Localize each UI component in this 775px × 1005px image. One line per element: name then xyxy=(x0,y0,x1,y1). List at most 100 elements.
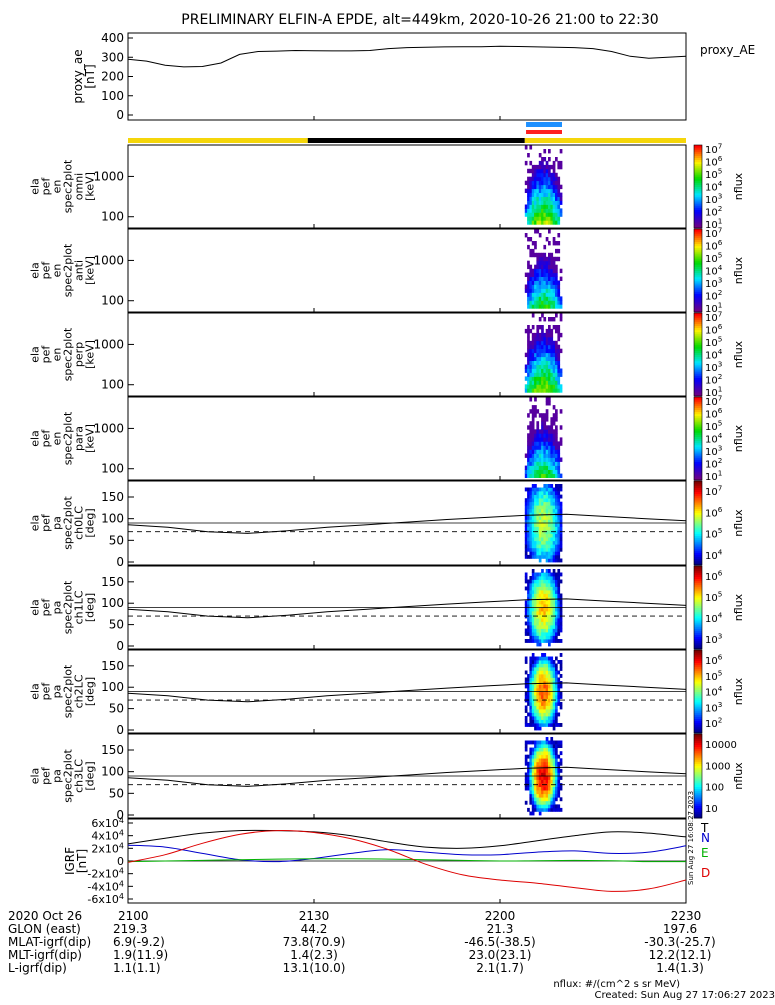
heatmap-cell xyxy=(550,586,554,591)
heatmap-cell xyxy=(531,635,535,640)
heatmap-cell xyxy=(545,804,549,809)
heatmap-cell xyxy=(543,192,547,197)
heatmap-cell xyxy=(531,772,535,777)
y-axis-label-line: ch0LC xyxy=(72,506,85,540)
colorbar-band xyxy=(694,233,702,236)
heatmap-cell xyxy=(541,691,544,696)
colorbar-band xyxy=(694,586,702,590)
heatmap-cell xyxy=(531,176,535,182)
heatmap-cell xyxy=(550,716,554,720)
colorbar-band xyxy=(694,151,702,154)
colorbar-band xyxy=(694,516,702,520)
heatmap-cell xyxy=(543,360,547,365)
heatmap-cell xyxy=(538,413,542,418)
heatmap-cell xyxy=(524,800,528,805)
heatmap-cell xyxy=(531,469,535,474)
heatmap-cell xyxy=(529,611,533,615)
heatmap-cell xyxy=(555,429,558,434)
heatmap-cell xyxy=(545,754,549,759)
y-tick-label: 6x104 xyxy=(91,816,124,830)
heatmap-cell xyxy=(531,465,535,470)
heatmap-cell xyxy=(543,433,547,438)
heatmap-cell xyxy=(552,164,556,170)
colorbar-tick-label: 105 xyxy=(705,526,722,541)
heatmap-cell xyxy=(536,172,540,178)
heatmap-cell xyxy=(538,457,542,462)
heatmap-cell xyxy=(527,677,530,682)
colorbar-band xyxy=(694,469,702,473)
heatmap-cell xyxy=(543,551,547,556)
heatmap-cell xyxy=(548,445,551,450)
heatmap-cell xyxy=(559,674,563,678)
colorbar-band xyxy=(694,613,702,617)
heatmap-cell xyxy=(555,632,558,636)
heatmap-cell xyxy=(548,674,551,678)
heatmap-cell xyxy=(557,372,561,377)
heatmap-cell xyxy=(552,300,556,305)
colorbar-band xyxy=(694,748,702,752)
heatmap-cell xyxy=(531,487,535,492)
heatmap-cell xyxy=(538,579,542,584)
heatmap-cell xyxy=(550,180,554,186)
colorbar-band xyxy=(694,552,702,555)
heatmap-cell xyxy=(534,409,537,414)
heatmap-cell xyxy=(536,747,540,752)
heatmap-cell xyxy=(548,487,551,492)
heatmap-cell xyxy=(559,192,563,197)
heatmap-cell xyxy=(534,384,537,389)
heatmap-cell xyxy=(550,433,554,438)
heatmap-cell xyxy=(559,149,563,154)
heatmap-cell xyxy=(534,505,537,510)
heatmap-cell xyxy=(538,642,542,647)
colorbar-band xyxy=(694,446,702,450)
heatmap-cell xyxy=(550,758,554,763)
colorbar-band xyxy=(694,335,702,339)
heatmap-cell xyxy=(559,572,563,577)
heatmap-cell xyxy=(548,336,551,342)
heatmap-cell xyxy=(541,184,544,190)
heatmap-cell xyxy=(548,712,551,717)
colorbar-band xyxy=(694,773,702,777)
heatmap-cell xyxy=(545,192,549,197)
heatmap-cell xyxy=(538,453,542,458)
heatmap-cell xyxy=(548,593,551,598)
heatmap-cell xyxy=(538,547,542,552)
colorbar-band xyxy=(694,485,702,488)
heatmap-cell xyxy=(559,768,563,773)
heatmap-cell xyxy=(524,761,528,766)
heatmap-cell xyxy=(559,604,563,608)
colorbar-band xyxy=(694,260,702,263)
heatmap-cell xyxy=(531,691,535,696)
heatmap-cell xyxy=(550,208,554,213)
heatmap-cell xyxy=(545,372,549,377)
heatmap-cell xyxy=(534,453,537,458)
heatmap-cell xyxy=(524,709,528,713)
heatmap-cell xyxy=(548,519,551,524)
heatmap-cell xyxy=(534,332,537,338)
heatmap-cell xyxy=(550,607,554,612)
heatmap-cell xyxy=(543,372,547,377)
heatmap-cell xyxy=(531,241,535,246)
heatmap-cell xyxy=(548,656,551,661)
heatmap-cell xyxy=(557,216,561,221)
heatmap-cell xyxy=(527,776,530,780)
heatmap-cell xyxy=(548,364,551,369)
heatmap-cell xyxy=(536,494,540,499)
colorbar-band xyxy=(694,409,702,412)
heatmap-cell xyxy=(536,364,540,369)
heatmap-cell xyxy=(531,723,535,727)
heatmap-cell xyxy=(545,572,549,577)
heatmap-cell xyxy=(545,441,549,446)
y-axis-label-line: pef xyxy=(39,598,52,617)
heatmap-cell xyxy=(552,437,556,442)
heatmap-cell xyxy=(550,526,554,531)
heatmap-cell xyxy=(557,639,561,643)
heatmap-cell xyxy=(559,519,563,524)
heatmap-cell xyxy=(545,300,549,305)
heatmap-cell xyxy=(555,498,558,503)
heatmap-cell xyxy=(536,740,540,745)
heatmap-cell xyxy=(555,484,558,488)
heatmap-cell xyxy=(543,457,547,462)
